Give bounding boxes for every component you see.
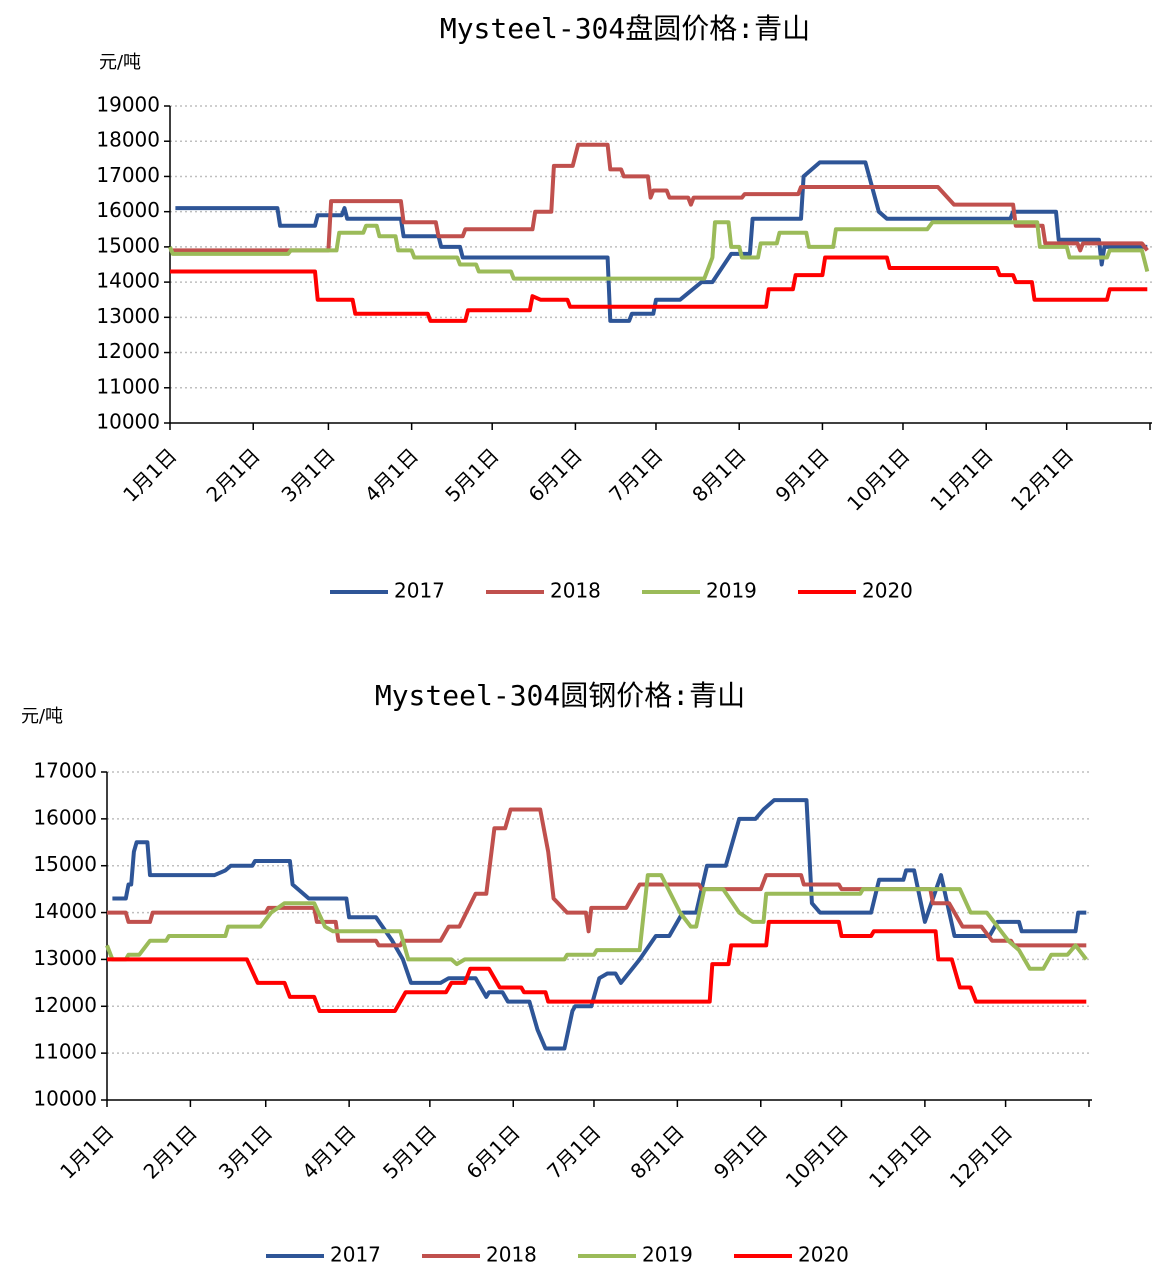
y-tick-label: 13000 <box>33 946 97 970</box>
legend-label: 2020 <box>862 579 913 603</box>
x-tick-label: 4月1日 <box>360 443 423 506</box>
x-tick-label: 10月1日 <box>842 443 914 515</box>
series-line <box>112 798 1087 1051</box>
series-line <box>172 142 1149 253</box>
y-tick-label: 12000 <box>33 993 97 1017</box>
chart-title: Mysteel-304圆钢价格:青山 <box>375 679 745 712</box>
x-tick-label: 6月1日 <box>461 1120 524 1183</box>
series-line <box>107 919 1087 1013</box>
x-tick-label: 11月1日 <box>864 1120 936 1192</box>
x-tick-label: 9月1日 <box>771 443 834 506</box>
legend-label: 2020 <box>798 1243 849 1267</box>
x-tick-label: 5月1日 <box>378 1120 441 1183</box>
y-tick-label: 15000 <box>33 852 97 876</box>
y-tick-label: 17000 <box>96 163 160 187</box>
x-tick-label: 3月1日 <box>214 1120 277 1183</box>
x-tick-label: 2月1日 <box>139 1120 202 1183</box>
y-axis-unit: 元/吨 <box>99 52 141 73</box>
x-tick-label: 12月1日 <box>1006 443 1078 515</box>
y-axis-unit: 元/吨 <box>21 706 63 727</box>
y-tick-label: 11000 <box>33 1040 97 1064</box>
x-tick-label: 1月1日 <box>118 443 181 506</box>
series-line <box>170 255 1148 323</box>
y-tick-label: 14000 <box>96 269 160 293</box>
y-tick-label: 17000 <box>33 759 97 783</box>
y-tick-label: 11000 <box>96 374 160 398</box>
y-tick-label: 16000 <box>96 198 160 222</box>
x-tick-label: 2月1日 <box>201 443 264 506</box>
x-tick-label: 5月1日 <box>440 443 503 506</box>
x-tick-label: 9月1日 <box>709 1120 772 1183</box>
y-tick-label: 15000 <box>96 233 160 257</box>
x-tick-label: 11月1日 <box>925 443 997 515</box>
x-tick-label: 6月1日 <box>524 443 587 506</box>
y-tick-label: 16000 <box>33 805 97 829</box>
x-tick-label: 7月1日 <box>542 1120 605 1183</box>
y-tick-label: 19000 <box>96 93 160 117</box>
series-line <box>168 220 1150 281</box>
series-line <box>175 160 1148 323</box>
series-line <box>105 873 1088 971</box>
legend-label: 2018 <box>550 579 601 603</box>
x-tick-label: 8月1日 <box>687 443 750 506</box>
x-tick-label: 7月1日 <box>604 443 667 506</box>
legend-label: 2018 <box>486 1243 537 1267</box>
legend-label: 2017 <box>394 579 445 603</box>
x-tick-label: 8月1日 <box>626 1120 689 1183</box>
y-tick-label: 14000 <box>33 899 97 923</box>
chart-title: Mysteel-304盘圆价格:青山 <box>440 12 810 45</box>
legend-label: 2019 <box>642 1243 693 1267</box>
y-tick-label: 10000 <box>33 1087 97 1111</box>
legend-label: 2019 <box>706 579 757 603</box>
y-tick-label: 13000 <box>96 304 160 328</box>
x-tick-label: 1月1日 <box>55 1120 118 1183</box>
legend-label: 2017 <box>330 1243 381 1267</box>
y-tick-label: 10000 <box>96 410 160 434</box>
y-tick-label: 12000 <box>96 339 160 363</box>
x-tick-label: 12月1日 <box>945 1120 1017 1192</box>
x-tick-label: 4月1日 <box>297 1120 360 1183</box>
y-tick-label: 18000 <box>96 128 160 152</box>
x-tick-label: 3月1日 <box>277 443 340 506</box>
x-tick-label: 10月1日 <box>781 1120 853 1192</box>
